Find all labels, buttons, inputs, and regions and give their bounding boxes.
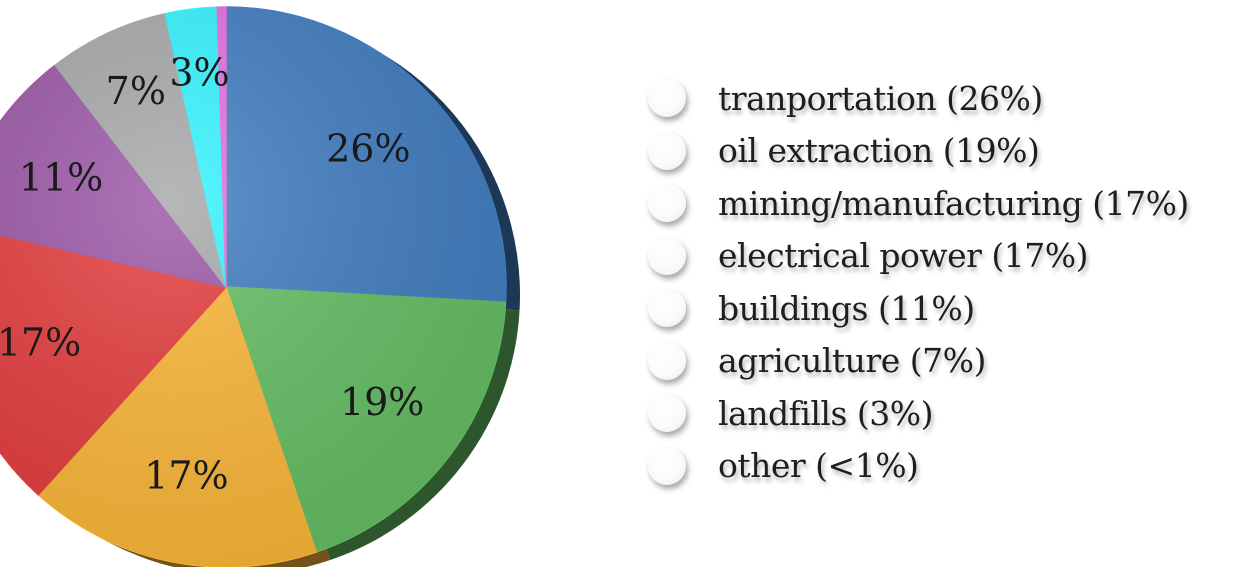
- pie-data-label-oil-extraction: 19%: [340, 380, 424, 424]
- legend-label: other (<1%): [718, 446, 919, 486]
- legend-label: tranportation (26%): [718, 78, 1043, 118]
- legend-bullet-icon: [648, 184, 686, 223]
- pie-chart: 26% 19% 17% 17% 11%7% 3%: [0, 6, 520, 567]
- legend-item-transportation: tranportation (26%): [648, 72, 1253, 125]
- legend-bullet-icon: [648, 289, 686, 328]
- legend-label: landfills (3%): [718, 393, 934, 433]
- pie-data-label-agriculture: 7%: [106, 69, 166, 113]
- legend-item-agriculture: agriculture (7%): [648, 335, 1253, 388]
- legend: tranportation (26%) oil extraction (19%)…: [648, 72, 1253, 492]
- legend-bullet-icon: [648, 394, 686, 433]
- pie-labels: 26% 19% 17% 17% 11%7% 3%: [0, 50, 424, 497]
- pie-data-label-electrical-power: 17%: [0, 320, 81, 364]
- legend-item-landfills: landfills (3%): [648, 387, 1253, 440]
- pie-data-label-mining-manufacturing: 17%: [144, 453, 228, 497]
- legend-item-electrical-power: electrical power (17%): [648, 230, 1253, 283]
- pie-data-label-landfills: 3%: [169, 50, 229, 94]
- legend-bullet-icon: [648, 341, 686, 380]
- legend-item-other: other (<1%): [648, 440, 1253, 493]
- pie-data-label-tranportation: 26%: [326, 127, 410, 171]
- legend-label: agriculture (7%): [718, 341, 986, 381]
- legend-label: buildings (11%): [718, 288, 975, 328]
- legend-item-oil-extraction: oil extraction (19%): [648, 125, 1253, 178]
- legend-bullet-icon: [648, 446, 686, 485]
- legend-item-buildings: buildings (11%): [648, 282, 1253, 335]
- legend-bullet-icon: [648, 79, 686, 118]
- legend-bullet-icon: [648, 131, 686, 170]
- legend-label: mining/manufacturing (17%): [718, 183, 1189, 223]
- legend-item-mining-manufacturing: mining/manufacturing (17%): [648, 177, 1253, 230]
- legend-label: electrical power (17%): [718, 236, 1089, 276]
- legend-label: oil extraction (19%): [718, 131, 1040, 171]
- legend-bullet-icon: [648, 236, 686, 275]
- pie-data-label-buildings: 11%: [19, 156, 103, 200]
